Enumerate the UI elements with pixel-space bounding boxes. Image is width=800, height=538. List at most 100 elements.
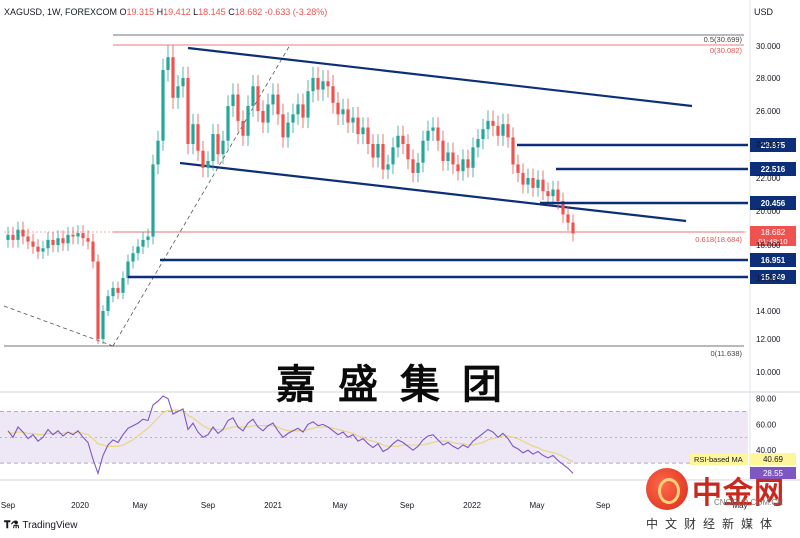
x-tick-label: Sep <box>201 501 216 510</box>
rsi-ma-value: 40.69 <box>763 455 784 464</box>
tradingview-label: TradingView <box>22 520 78 531</box>
candle-body <box>76 233 80 237</box>
level-price-tag <box>750 196 796 210</box>
rsi-ma-value-tag <box>750 453 796 465</box>
candle-body <box>236 94 240 121</box>
candle-body <box>561 201 565 215</box>
y-tick-label: 30.000 <box>756 42 781 51</box>
cngold-tagline: 中文财经新媒体 <box>646 517 780 531</box>
level-price-label: 20.456 <box>761 199 786 208</box>
candle-body <box>441 140 445 161</box>
high-value: 19.412 <box>163 7 191 17</box>
candle-body <box>466 159 470 168</box>
candle-body <box>351 117 355 123</box>
candle-body <box>31 241 35 247</box>
candle-body <box>326 81 330 87</box>
y-tick-label: 28.000 <box>756 74 781 83</box>
candle-body <box>336 102 340 115</box>
candle-body <box>391 147 395 165</box>
candle-body <box>231 94 235 107</box>
candle-body <box>206 161 210 168</box>
fib-swing-line <box>112 44 291 347</box>
candle-body <box>411 159 415 173</box>
rsi-value-tag <box>750 467 796 479</box>
candle-body <box>446 152 450 161</box>
candle-body <box>306 91 310 118</box>
cngold-name: 中金网 <box>692 477 785 510</box>
fib-label: 0.5(30.699) <box>704 35 743 44</box>
candle-body <box>511 137 515 165</box>
candle-body <box>431 127 435 131</box>
candle-body <box>436 127 440 141</box>
candle-body <box>111 287 115 297</box>
candle-body <box>186 78 190 144</box>
candle-body <box>536 179 540 188</box>
candle-body <box>356 117 360 135</box>
candle-body <box>96 261 100 339</box>
x-tick-label: 2022 <box>463 501 481 510</box>
candle-body <box>171 57 175 98</box>
close-label: C <box>228 7 235 17</box>
level-price-tag <box>750 270 796 284</box>
candle-body <box>516 164 520 173</box>
candle-body <box>316 78 320 90</box>
low-label: L <box>193 7 199 17</box>
candle-body <box>151 164 155 237</box>
x-tick-label: Sep <box>400 501 415 510</box>
candle-body <box>346 109 350 123</box>
candle-body <box>216 134 220 155</box>
y-tick-label: 18.000 <box>756 241 781 250</box>
candle-body <box>531 178 535 188</box>
candle-body <box>36 246 40 252</box>
tradingview-logo[interactable]: 𝐓⚗ TradingView <box>4 520 77 531</box>
candle-body <box>146 236 150 240</box>
candle-body <box>486 120 490 130</box>
candle-body <box>256 86 260 111</box>
y-tick-label: 22.000 <box>756 174 781 183</box>
level-price-label: 15.849 <box>761 273 786 282</box>
candle-body <box>571 222 575 234</box>
candle-body <box>461 159 465 172</box>
y-tick-label: 10.000 <box>756 368 781 377</box>
candle-body <box>331 86 335 103</box>
candle-body <box>271 94 275 105</box>
candle-body <box>321 81 325 90</box>
candle-body <box>541 179 545 192</box>
low-value: 18.145 <box>198 7 226 17</box>
rsi-line <box>7 395 574 476</box>
candle-body <box>371 144 375 158</box>
channel-lower-line <box>179 161 687 223</box>
rsi-value: 28.55 <box>763 469 784 478</box>
candle-body <box>211 134 215 161</box>
candle-body <box>126 261 130 278</box>
candle-body <box>241 120 245 136</box>
rsi-ma-line <box>7 409 574 463</box>
candle-body <box>361 127 365 135</box>
candle-body <box>246 106 250 136</box>
candle-body <box>71 234 75 237</box>
last-price-label: 18.682 <box>761 228 786 237</box>
candle-body <box>101 311 105 339</box>
candle-body <box>456 164 460 172</box>
candle-body <box>521 172 525 185</box>
x-tick-label: May <box>732 501 747 510</box>
candle-body <box>556 189 560 202</box>
candle-body <box>496 125 500 136</box>
candle-body <box>296 104 300 115</box>
candle-body <box>381 144 385 170</box>
fib-label: 0(11.638) <box>710 349 742 358</box>
candle-body <box>376 144 380 158</box>
candle-body <box>481 129 485 140</box>
rsi-band <box>0 411 748 464</box>
candle-body <box>546 191 550 197</box>
candle-body <box>301 104 305 118</box>
close-value: 18.682 <box>234 7 263 17</box>
candle-body <box>491 120 495 126</box>
rsi-y-tick-label: 80.00 <box>756 395 777 404</box>
candle-body <box>566 214 570 223</box>
candle-body <box>266 104 270 123</box>
candle-body <box>276 94 280 115</box>
candle-body <box>196 124 200 151</box>
candle-body <box>136 246 140 254</box>
